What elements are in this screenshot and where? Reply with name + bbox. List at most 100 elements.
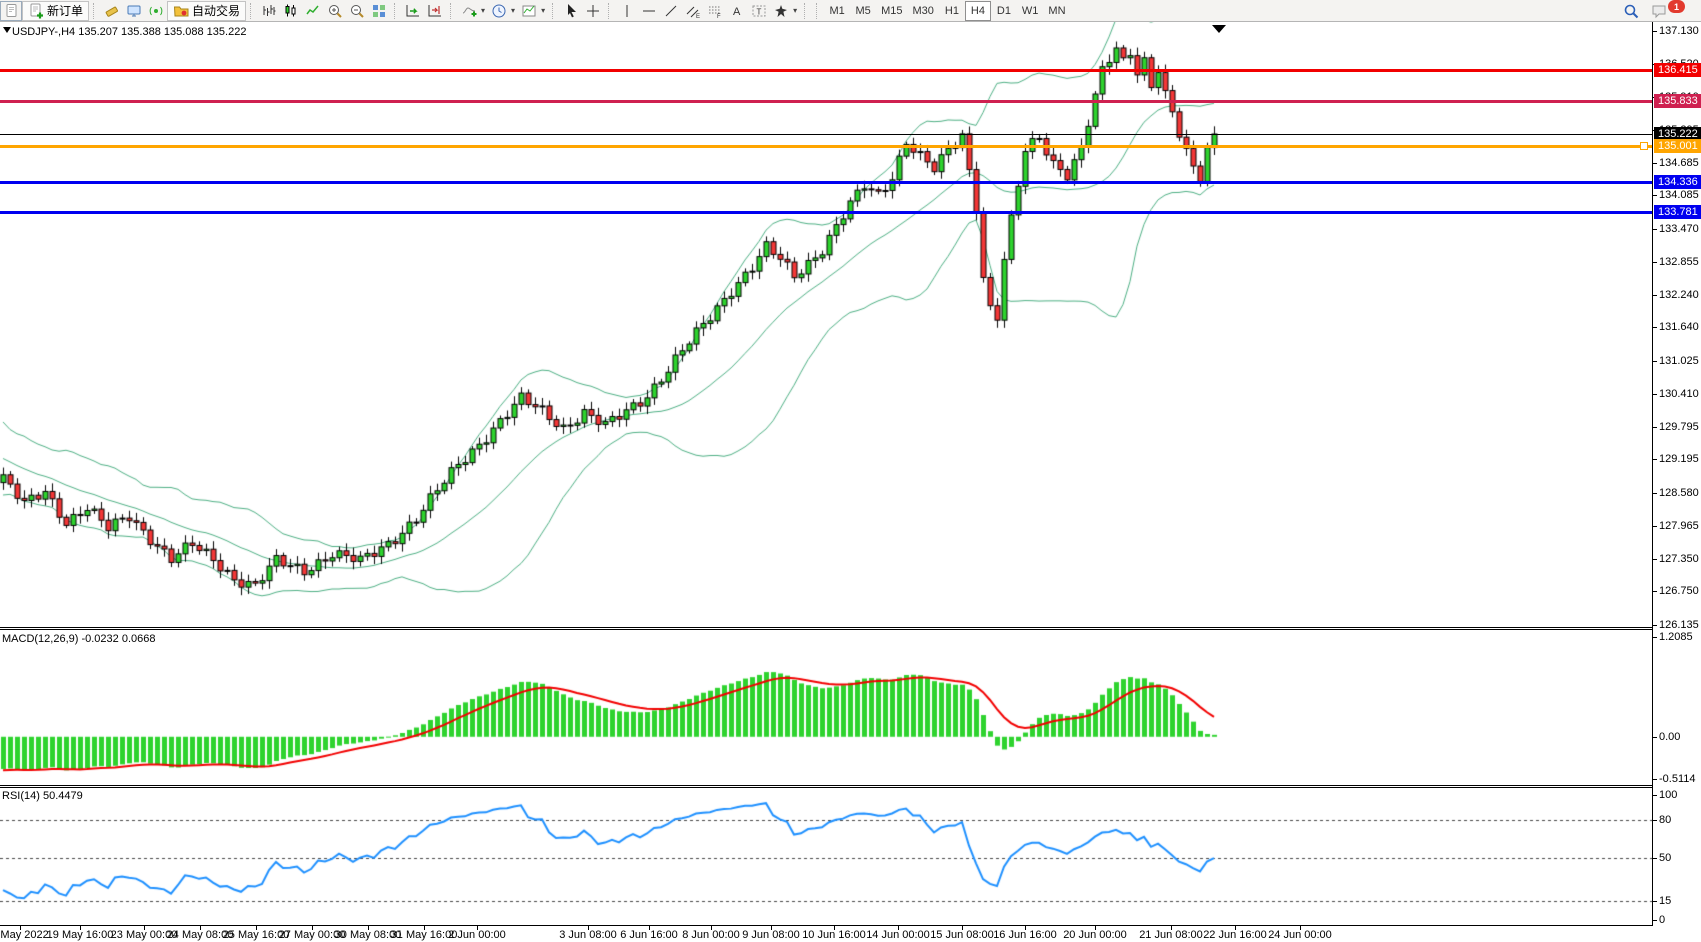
signal-icon: [149, 6, 163, 15]
price-axis[interactable]: 137.130136.520135.910135.295134.685134.0…: [1652, 22, 1701, 926]
time-label: 2 Jun 00:00: [448, 929, 506, 941]
order-line[interactable]: [0, 144, 1652, 148]
price-tick-label: 133.470: [1653, 223, 1699, 235]
svg-text:F: F: [717, 14, 721, 19]
autoscroll-icon: [406, 4, 420, 16]
timeframe-button-mn[interactable]: MN: [1048, 4, 1066, 17]
zoom-in-button[interactable]: [324, 1, 346, 21]
chevron-down-icon: ▾: [541, 6, 546, 15]
timeframe-button-m5[interactable]: M5: [855, 4, 871, 17]
indicators-button[interactable]: ▾: [458, 1, 488, 21]
bid-price-line[interactable]: [0, 134, 1652, 135]
timeframe-button-w1[interactable]: W1: [1021, 4, 1039, 17]
one-click-trading-arrow[interactable]: [3, 27, 11, 33]
timeframe-button-h1[interactable]: H1: [944, 4, 959, 17]
toolbar-separator: [552, 2, 557, 19]
vertical-line-button[interactable]: [616, 1, 638, 21]
trendline-button[interactable]: [660, 1, 682, 21]
support-line-1[interactable]: [0, 180, 1652, 184]
candles-icon: [285, 4, 296, 16]
time-tick: [144, 926, 145, 930]
price-tick-label: 137.130: [1653, 25, 1699, 37]
time-tick: [649, 926, 650, 930]
time-tick: [80, 926, 81, 930]
bar-chart-button[interactable]: [258, 1, 280, 21]
resistance-line-2[interactable]: [0, 100, 1652, 103]
resistance-line-1[interactable]: [0, 68, 1652, 72]
chat-icon: [1652, 5, 1666, 18]
time-tick: [1171, 926, 1172, 930]
panel-divider-macd[interactable]: [0, 627, 1652, 630]
order-line-price-badge: 135.001: [1654, 138, 1701, 153]
new-order-button[interactable]: 新订单: [22, 0, 90, 21]
templates-button[interactable]: ▾: [518, 1, 548, 21]
notifications-button[interactable]: [1648, 1, 1670, 21]
price-tick-label: 128.580: [1653, 487, 1699, 499]
time-label: 23 May 00:00: [110, 929, 178, 941]
chart-shift-button[interactable]: [424, 1, 446, 21]
price-tick-label: 129.795: [1653, 421, 1699, 433]
template-icon: [522, 5, 536, 16]
auto-trading-button[interactable]: 自动交易: [167, 0, 247, 21]
timeframe-button-m1[interactable]: M1: [829, 4, 845, 17]
support-line-2[interactable]: [0, 210, 1652, 214]
text-button[interactable]: A: [726, 1, 748, 21]
toolbar-separator: [608, 2, 613, 19]
crosshair-button[interactable]: [582, 1, 604, 21]
svg-text:T: T: [757, 7, 762, 16]
time-label: 3 Jun 08:00: [559, 929, 617, 941]
rsi-panel: RSI(14) 50.4479: [0, 788, 1652, 925]
line-chart-button[interactable]: [302, 1, 324, 21]
macd-canvas[interactable]: [0, 630, 1652, 785]
auto-scroll-button[interactable]: [402, 1, 424, 21]
toolbar-separator: [816, 2, 821, 19]
price-tick-label: 132.855: [1653, 256, 1699, 268]
time-label: 14 Jun 00:00: [866, 929, 930, 941]
arrows-button[interactable]: ▾: [770, 1, 800, 21]
time-tick: [962, 926, 963, 930]
rsi-canvas[interactable]: [0, 788, 1652, 925]
text-label-button[interactable]: T: [748, 1, 770, 21]
timeframe-button-d1[interactable]: D1: [996, 4, 1011, 17]
toolbar-separator: [250, 2, 255, 19]
notification-badge: 1: [1668, 0, 1685, 13]
time-label: 10 Jun 16:00: [802, 929, 866, 941]
textT-icon: T: [752, 5, 766, 16]
time-tick: [588, 926, 589, 930]
price-tick-label: 132.240: [1653, 289, 1699, 301]
toolbar-separator: [450, 2, 455, 19]
time-tick: [477, 926, 478, 930]
tile-windows-button[interactable]: [368, 1, 390, 21]
signals-button[interactable]: [145, 1, 167, 21]
order-line-handle[interactable]: [1640, 141, 1648, 150]
zoom-out-button[interactable]: [346, 1, 368, 21]
timeframe-button-m30[interactable]: M30: [912, 4, 934, 17]
fibonacci-button[interactable]: F: [704, 1, 726, 21]
page-plus-icon: [30, 3, 43, 18]
toolbar-right: 1: [1620, 0, 1701, 21]
equidistant-channel-button[interactable]: E: [682, 1, 704, 21]
expert-advisors-button[interactable]: [101, 1, 123, 21]
cursor-button[interactable]: [560, 1, 582, 21]
time-label: 19 May 16:00: [46, 929, 114, 941]
new-chart-button[interactable]: [0, 0, 22, 21]
price-tick-label: 131.640: [1653, 321, 1699, 333]
price-tick-label: 126.135: [1653, 619, 1699, 631]
chart-shift-marker[interactable]: [1212, 25, 1226, 33]
price-tick-label: 134.085: [1653, 189, 1699, 201]
search-button[interactable]: [1620, 1, 1642, 21]
main-chart-canvas[interactable]: [0, 22, 1652, 627]
time-label: 15 Jun 08:00: [930, 929, 994, 941]
panel-divider-rsi[interactable]: [0, 785, 1652, 788]
toolbar-separator: [804, 2, 809, 19]
horizontal-line-button[interactable]: [638, 1, 660, 21]
periods-button[interactable]: ▾: [488, 1, 518, 21]
market-watch-button[interactable]: [123, 1, 145, 21]
candlestick-chart-button[interactable]: [280, 1, 302, 21]
timeframe-button-h4[interactable]: H4: [964, 0, 991, 21]
time-label: 27 May 00:00: [278, 929, 346, 941]
macd-label: MACD(12,26,9) -0.0232 0.0668: [2, 633, 156, 645]
timeframe-button-m15[interactable]: M15: [881, 4, 903, 17]
time-label: 22 Jun 16:00: [1203, 929, 1267, 941]
